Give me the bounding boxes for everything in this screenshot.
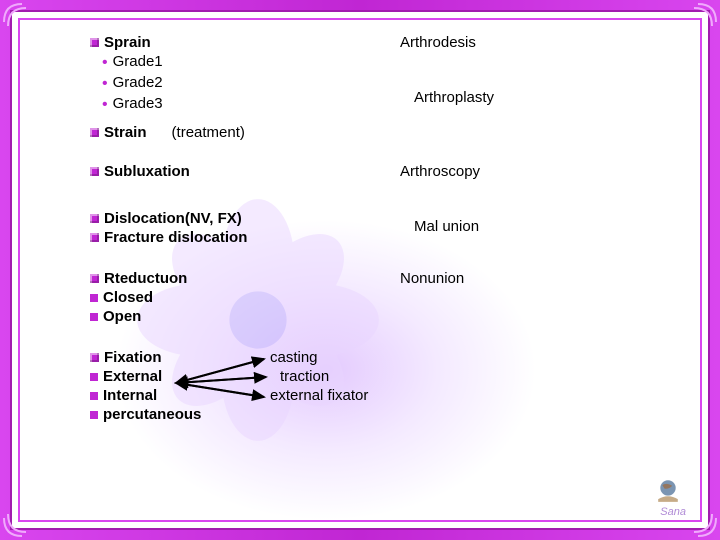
item-grade1: Grade1 [90, 53, 400, 72]
globe-icon [654, 478, 682, 502]
item-malunion: Mal union [400, 218, 640, 235]
item-grade2: Grade2 [90, 74, 400, 93]
item-fracture-dislocation: Fracture dislocation [90, 229, 400, 246]
item-internal: Internal [90, 387, 270, 404]
item-strain-note: (treatment) [172, 124, 245, 141]
item-rteductuon: Rteductuon [90, 270, 400, 287]
target-external-fixator: external fixator [270, 387, 430, 404]
item-closed: Closed [90, 289, 400, 306]
target-casting: casting [270, 349, 430, 366]
item-subluxation: Subluxation [90, 163, 400, 180]
item-sprain: Sprain [90, 34, 400, 51]
item-dislocation: Dislocation(NV, FX) [90, 210, 400, 227]
item-strain: Strain [90, 124, 147, 141]
item-fixation: Fixation [90, 349, 270, 366]
signature: Sana [660, 506, 686, 518]
item-percutaneous: percutaneous [90, 406, 270, 423]
slide-content: Sprain Grade1 Grade2 Grade3 Arthrodesis … [20, 20, 700, 520]
item-arthroscopy: Arthroscopy [400, 163, 640, 180]
item-arthrodesis: Arthrodesis [400, 34, 640, 51]
item-arthroplasty: Arthroplasty [400, 89, 640, 106]
item-open: Open [90, 308, 400, 325]
target-traction: traction [270, 368, 430, 385]
item-grade3: Grade3 [90, 95, 400, 114]
item-nonunion: Nonunion [400, 270, 640, 287]
item-external: External [90, 368, 270, 385]
